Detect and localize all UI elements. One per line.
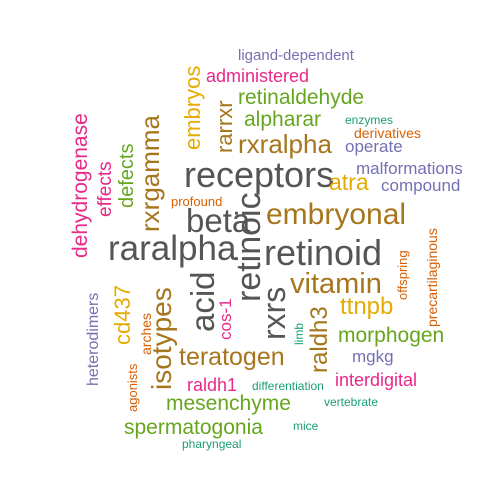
word-enzymes: enzymes [345,113,394,127]
word-embryos: embryos [180,65,205,150]
word-mesenchyme: mesenchyme [166,392,291,415]
word-retinoid: retinoid [264,232,383,273]
word-agonists: agonists [125,363,140,412]
word-operate: operate [345,137,403,156]
word-pharyngeal: pharyngeal [182,437,242,451]
word-rarrxr: rarrxr [212,100,237,153]
word-beta: beta [186,202,251,239]
word-retinoic: retinoic [230,192,268,302]
word-offspring: offspring [395,250,410,300]
word-raralpha: raralpha [108,229,237,268]
word-interdigital: interdigital [335,370,418,390]
word-receptors: receptors [184,154,335,195]
word-cd437: cd437 [110,285,135,345]
word-vertebrate: vertebrate [324,395,379,409]
word-morphogen: morphogen [338,324,445,347]
word-malformations: malformations [356,159,463,178]
word-embryonal: embryonal [266,198,407,231]
word-compound: compound [381,176,461,195]
word-spermatogonia: spermatogonia [124,416,263,439]
word-raldh3: raldh3 [306,306,333,373]
word-vitamin: vitamin [290,268,382,300]
word-atra: atra [329,169,369,195]
word-rxralpha: rxralpha [238,129,332,159]
word-alpharar: alpharar [244,108,322,131]
word-ttnpb: ttnpb [340,293,394,320]
word-rxrs: rxrs [256,286,292,340]
word-limb: limb [292,322,306,345]
word-acid: acid [184,271,221,332]
word-rxrgamma: rxrgamma [135,114,165,232]
word-teratogen: teratogen [179,343,285,371]
word-derivatives: derivatives [354,125,421,141]
word-mgkg: mgkg [352,347,394,366]
word-mice: mice [293,419,319,433]
word-arches: arches [138,312,154,355]
word-dehydrogenase: dehydrogenase [69,113,92,258]
word-heterodimers: heterodimers [85,292,102,386]
word-profound: profound [171,194,223,209]
word-cos-1: cos-1 [216,298,235,340]
word-effects: effects [95,161,116,217]
word-differentiation: differentiation [252,379,324,393]
word-raldh1: raldh1 [187,375,238,395]
word-precartilaginous: precartilaginous [424,228,440,327]
word-ligand-dependent: ligand-dependent [238,47,354,64]
word-defects: defects [116,143,138,208]
word-administered: administered [206,66,310,86]
word-retinaldehyde: retinaldehyde [238,86,365,109]
